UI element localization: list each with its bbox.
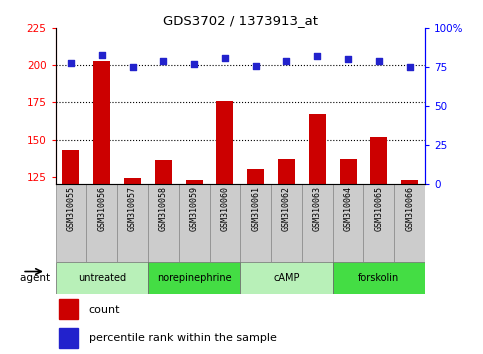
Bar — [370, 137, 387, 184]
Point — [283, 58, 290, 64]
Text: cAMP: cAMP — [273, 273, 300, 283]
Bar — [309, 114, 326, 184]
Text: forskolin: forskolin — [358, 273, 399, 283]
Bar — [302, 184, 333, 262]
Bar — [278, 159, 295, 184]
Bar — [247, 169, 264, 184]
Point — [67, 60, 75, 65]
Text: norepinephrine: norepinephrine — [157, 273, 231, 283]
Title: GDS3702 / 1373913_at: GDS3702 / 1373913_at — [163, 14, 318, 27]
Text: untreated: untreated — [78, 273, 126, 283]
Bar — [333, 184, 364, 262]
Text: GSM310058: GSM310058 — [159, 187, 168, 232]
Text: GSM310065: GSM310065 — [374, 187, 384, 232]
Bar — [185, 179, 202, 184]
Bar — [333, 262, 425, 294]
Text: GSM310066: GSM310066 — [405, 187, 414, 232]
Text: GSM310056: GSM310056 — [97, 187, 106, 232]
Bar — [394, 184, 425, 262]
Bar — [240, 262, 333, 294]
Point — [375, 58, 383, 64]
Point — [159, 58, 167, 64]
Point — [344, 57, 352, 62]
Text: GSM310063: GSM310063 — [313, 187, 322, 232]
Bar — [56, 262, 148, 294]
Point — [128, 64, 136, 70]
Bar — [364, 184, 394, 262]
Point — [313, 53, 321, 59]
Point — [98, 52, 106, 58]
Text: GSM310059: GSM310059 — [190, 187, 199, 232]
Text: agent: agent — [20, 273, 53, 283]
Bar — [271, 184, 302, 262]
Bar — [117, 184, 148, 262]
Bar — [179, 184, 210, 262]
Bar — [124, 178, 141, 184]
Text: GSM310055: GSM310055 — [67, 187, 75, 232]
Text: GSM310064: GSM310064 — [343, 187, 353, 232]
Bar — [401, 179, 418, 184]
Bar — [62, 150, 79, 184]
Text: percentile rank within the sample: percentile rank within the sample — [89, 333, 277, 343]
Bar — [210, 184, 240, 262]
Text: GSM310060: GSM310060 — [220, 187, 229, 232]
Point — [221, 55, 229, 61]
Bar — [148, 262, 241, 294]
Bar — [240, 184, 271, 262]
Bar — [155, 160, 172, 184]
Bar — [93, 61, 110, 184]
Bar — [59, 299, 78, 319]
Bar — [59, 328, 78, 348]
Text: GSM310061: GSM310061 — [251, 187, 260, 232]
Point — [406, 64, 413, 70]
Bar — [86, 184, 117, 262]
Text: GSM310057: GSM310057 — [128, 187, 137, 232]
Point — [190, 61, 198, 67]
Bar — [216, 101, 233, 184]
Bar — [56, 184, 86, 262]
Bar — [148, 184, 179, 262]
Point — [252, 63, 259, 69]
Text: GSM310062: GSM310062 — [282, 187, 291, 232]
Text: count: count — [89, 305, 120, 315]
Bar — [340, 159, 356, 184]
